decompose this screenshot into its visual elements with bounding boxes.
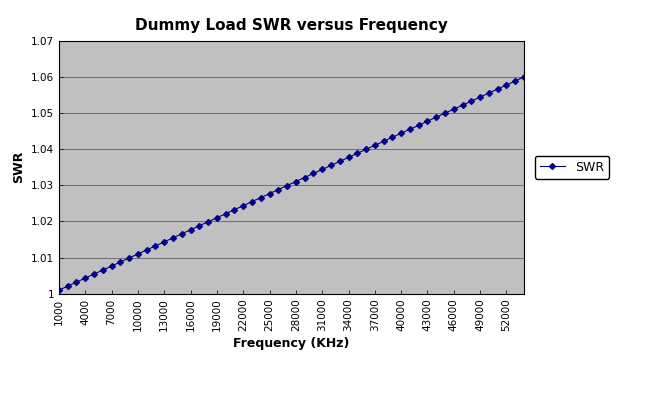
Legend: SWR: SWR (535, 156, 609, 179)
SWR (134, 251, 142, 256)
Y-axis label: SWR: SWR (12, 151, 26, 184)
SWR (327, 163, 335, 168)
SWR (309, 171, 317, 176)
Title: Dummy Load SWR versus Frequency: Dummy Load SWR versus Frequency (135, 18, 448, 33)
X-axis label: Frequency (KHz): Frequency (KHz) (233, 337, 350, 350)
SWR (371, 143, 379, 148)
SWR (231, 207, 238, 212)
SWR (55, 288, 63, 293)
SWR (520, 75, 528, 80)
SWR (336, 159, 344, 164)
Line: SWR: SWR (57, 75, 526, 292)
